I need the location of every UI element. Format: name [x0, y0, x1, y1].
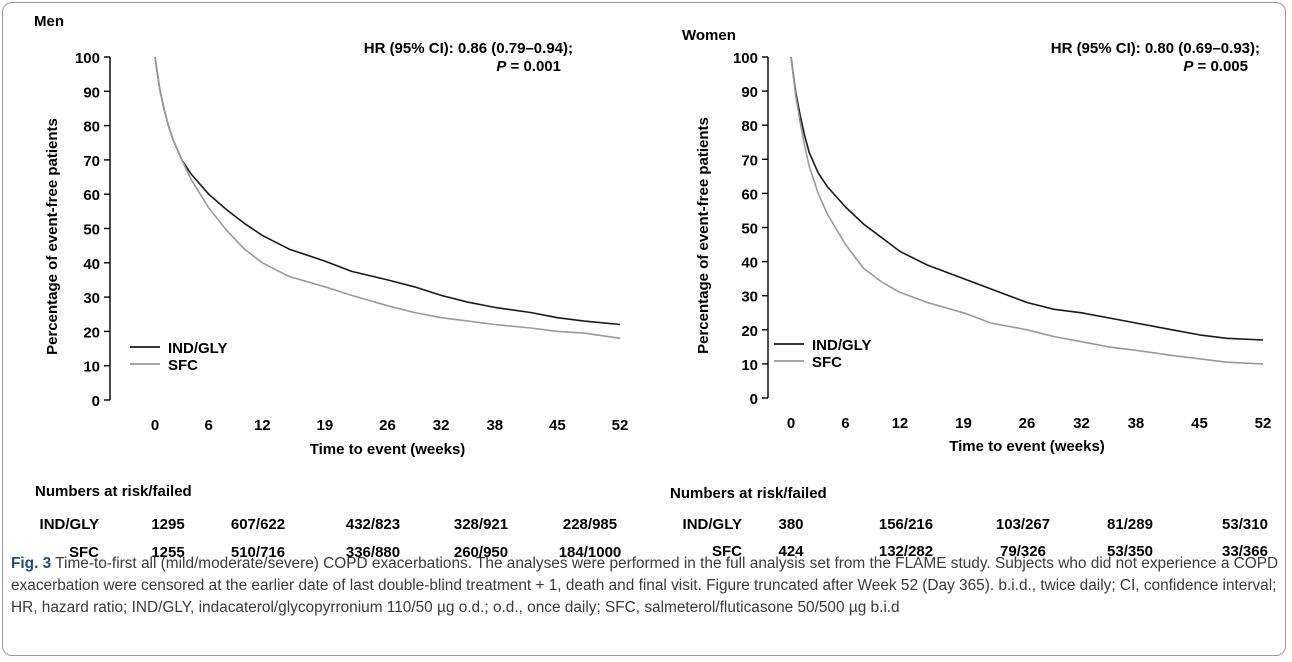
- x-tick-label: 0: [787, 415, 795, 432]
- risk-cell: 103/267: [996, 516, 1050, 533]
- p-value-annotation: P = 0.001: [496, 58, 561, 75]
- y-tick-label: 0: [750, 391, 758, 408]
- y-tick-label: 100: [75, 50, 100, 67]
- risk-cell: 228/985: [563, 516, 617, 533]
- risk-cell: 33/366: [1222, 543, 1268, 560]
- y-tick-label: 60: [741, 186, 758, 203]
- y-axis-label: Percentage of event-free patients: [44, 118, 61, 355]
- hr-annotation: HR (95% CI): 0.86 (0.79–0.94);: [364, 40, 573, 57]
- risk-cell: 380: [778, 516, 803, 533]
- risk-table: Numbers at risk/failed IND/GLY 380 156/216 1…: [670, 485, 1268, 560]
- y-tick-label: 40: [83, 256, 100, 273]
- risk-cell: 1295: [151, 516, 184, 533]
- x-tick-label: 19: [317, 417, 334, 434]
- risk-row-label: SFC: [69, 544, 99, 561]
- x-tick-label: 38: [486, 417, 503, 434]
- y-tick-label: 70: [741, 152, 758, 169]
- risk-cell: 53/310: [1222, 516, 1268, 533]
- risk-cell: 1255: [151, 544, 184, 561]
- series-line-sfc: [154, 56, 621, 340]
- p-value: = 0.001: [506, 58, 561, 75]
- x-tick-label: 6: [841, 415, 849, 432]
- risk-cell: 328/921: [454, 516, 508, 533]
- figure-caption: Fig. 3 Time-to-first all (mild/moderate/…: [11, 553, 1281, 619]
- x-tick-label: 45: [549, 417, 566, 434]
- legend-label: IND/GLY: [168, 340, 227, 357]
- panel-title: Women: [682, 27, 736, 44]
- risk-cell: 432/823: [346, 516, 400, 533]
- risk-cell: 53/350: [1107, 543, 1153, 560]
- y-tick-label: 100: [733, 50, 758, 67]
- x-tick-label: 32: [433, 417, 450, 434]
- risk-cell: 336/880: [346, 544, 400, 561]
- y-tick-label: 80: [741, 118, 758, 135]
- y-tick-label: 10: [83, 359, 100, 376]
- risk-row-label: IND/GLY: [683, 516, 742, 533]
- legend-label: SFC: [812, 354, 842, 371]
- risk-cell: 184/1000: [559, 544, 622, 561]
- y-tick-label: 20: [741, 323, 758, 340]
- y-tick-label: 50: [83, 222, 100, 239]
- y-tick-label: 50: [741, 221, 758, 238]
- risk-table-heading: Numbers at risk/failed: [670, 485, 827, 502]
- y-tick-label: 70: [83, 153, 100, 170]
- y-tick-label: 80: [83, 119, 100, 136]
- risk-table: Numbers at risk/failed IND/GLY 1295 607/622…: [35, 483, 621, 561]
- x-axis-label: Time to event (weeks): [310, 441, 466, 458]
- legend-label: IND/GLY: [812, 337, 871, 354]
- x-axis-label: Time to event (weeks): [949, 438, 1105, 455]
- p-value-annotation: P = 0.005: [1183, 58, 1248, 75]
- risk-row-label: IND/GLY: [40, 516, 99, 533]
- series-line-ind-gly: [790, 56, 1264, 341]
- caption-text: Time-to-first all (mild/moderate/severe)…: [11, 555, 1279, 616]
- p-symbol: P: [496, 58, 507, 75]
- x-tick-label: 52: [612, 417, 629, 434]
- y-tick-label: 40: [741, 255, 758, 272]
- panel-title: Men: [34, 13, 64, 30]
- risk-cell: 510/716: [231, 544, 285, 561]
- x-tick-label: 6: [204, 417, 212, 434]
- x-tick-label: 12: [892, 415, 909, 432]
- x-tick-label: 19: [955, 415, 972, 432]
- y-tick-label: 30: [83, 290, 100, 307]
- risk-cell: 156/216: [879, 516, 933, 533]
- x-tick-label: 26: [379, 417, 396, 434]
- risk-cell: 81/289: [1107, 516, 1153, 533]
- y-tick-label: 90: [83, 84, 100, 101]
- hr-annotation: HR (95% CI): 0.80 (0.69–0.93);: [1051, 40, 1260, 57]
- risk-cell: 132/282: [879, 543, 933, 560]
- y-tick-label: 10: [741, 357, 758, 374]
- caption-label: Fig. 3: [11, 555, 52, 572]
- y-tick-label: 0: [92, 393, 100, 410]
- x-tick-label: 45: [1191, 415, 1208, 432]
- risk-cell: 260/950: [454, 544, 508, 561]
- x-tick-label: 12: [254, 417, 271, 434]
- y-tick-label: 90: [741, 84, 758, 101]
- p-symbol: P: [1183, 58, 1194, 75]
- p-value: = 0.005: [1193, 58, 1248, 75]
- risk-cell: 79/326: [1000, 543, 1046, 560]
- y-tick-label: 20: [83, 324, 100, 341]
- legend-label: SFC: [168, 357, 198, 374]
- series-line-sfc: [790, 56, 1264, 365]
- risk-row-label: SFC: [712, 543, 742, 560]
- x-tick-label: 32: [1073, 415, 1090, 432]
- x-tick-label: 52: [1255, 415, 1272, 432]
- y-tick-label: 30: [741, 289, 758, 306]
- risk-cell: 424: [778, 543, 804, 560]
- risk-cell: 607/622: [231, 516, 285, 533]
- y-axis-label: Percentage of event-free patients: [695, 117, 712, 354]
- x-tick-label: 26: [1019, 415, 1036, 432]
- x-tick-label: 0: [151, 417, 159, 434]
- risk-table-heading: Numbers at risk/failed: [35, 483, 192, 500]
- series-line-ind-gly: [154, 56, 621, 326]
- y-tick-label: 60: [83, 187, 100, 204]
- x-tick-label: 38: [1128, 415, 1145, 432]
